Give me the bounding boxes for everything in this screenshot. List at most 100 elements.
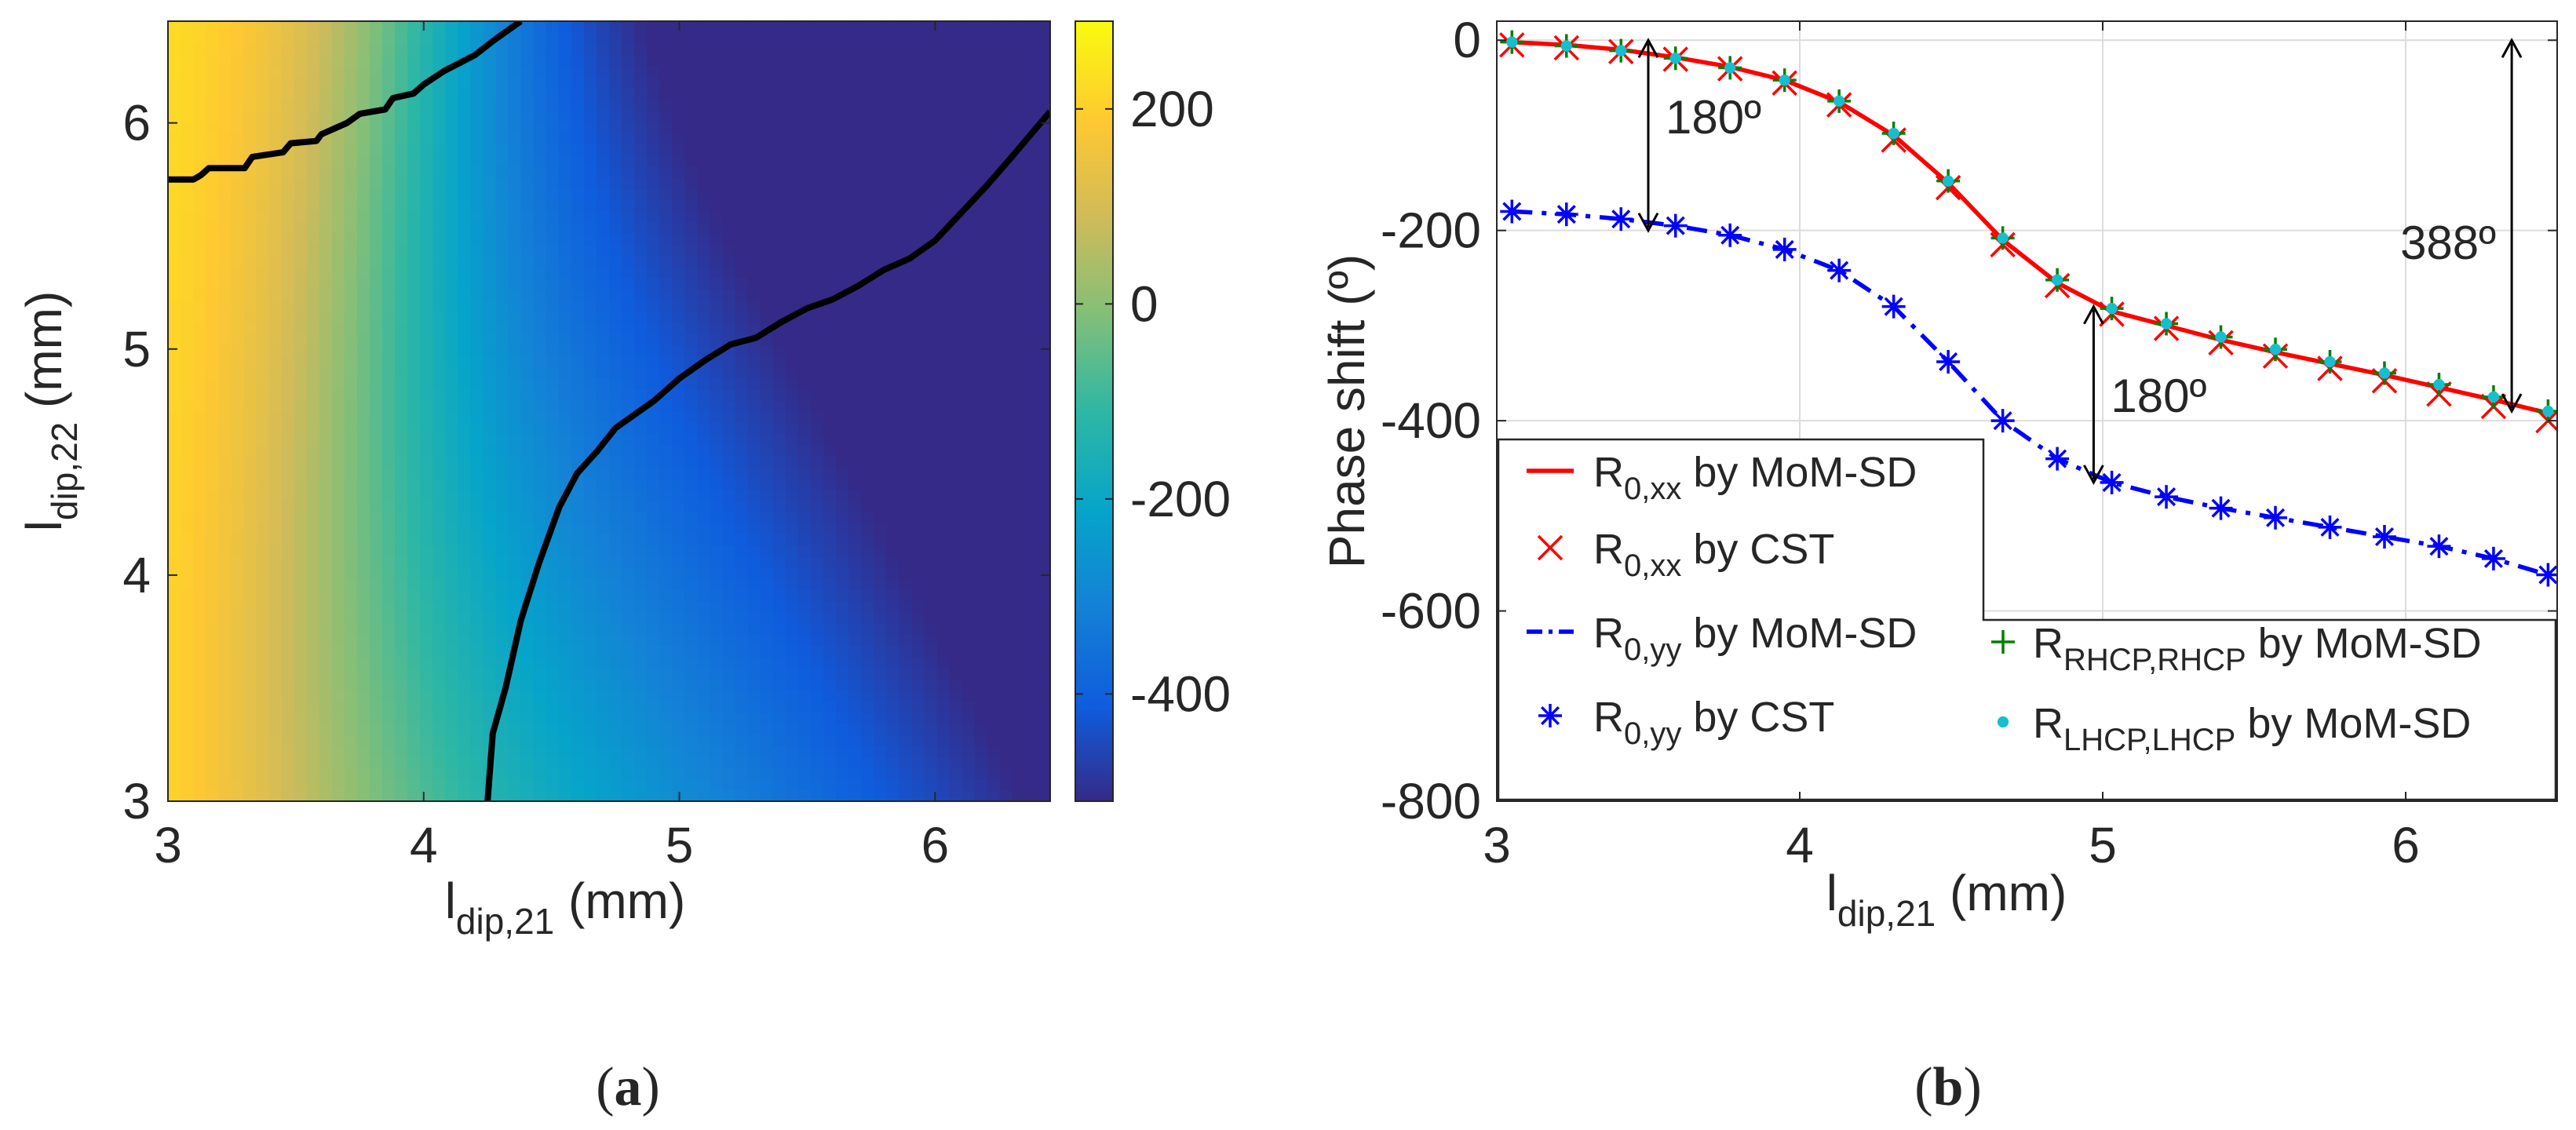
heatmap-cell <box>1012 656 1026 669</box>
heatmap-cell <box>356 322 370 334</box>
heatmap-cell <box>810 667 824 680</box>
heatmap-cell <box>684 756 699 769</box>
heatmap-cell <box>545 377 560 390</box>
heatmap-cell <box>1037 545 1050 557</box>
heatmap-cell <box>458 701 472 713</box>
heatmap-cell <box>936 489 950 501</box>
heatmap-cell <box>181 144 194 156</box>
heatmap-cell <box>848 366 862 379</box>
heatmap-cell <box>470 634 484 646</box>
heatmap-cell <box>647 322 661 334</box>
heatmap-cell <box>861 255 874 268</box>
heatmap-cell <box>218 255 232 268</box>
heatmap-cell <box>1037 622 1050 635</box>
heatmap-cell <box>571 77 585 89</box>
heatmap-cell <box>231 789 245 801</box>
heatmap-cell <box>961 21 976 33</box>
heatmap-cell <box>319 266 333 279</box>
heatmap-cell <box>445 155 459 167</box>
heatmap-cell <box>684 121 699 133</box>
heatmap-cell <box>369 232 383 245</box>
heatmap-cell <box>520 88 535 100</box>
heatmap-cell <box>609 399 622 412</box>
heatmap-cell <box>987 43 1001 56</box>
heatmap-cell <box>545 690 560 702</box>
heatmap-cell <box>710 534 724 546</box>
heatmap-cell <box>206 534 220 546</box>
heatmap-cell <box>356 622 370 635</box>
heatmap-cell <box>1012 523 1026 534</box>
heatmap-cell <box>684 723 699 735</box>
heatmap-cell <box>558 778 572 791</box>
heatmap-cell <box>684 478 699 490</box>
heatmap-cell <box>533 232 547 245</box>
heatmap-cell <box>558 77 572 89</box>
heatmap-cell <box>243 634 257 646</box>
heatmap-cell <box>785 578 799 590</box>
heatmap-cell <box>672 110 686 122</box>
heatmap-cell <box>306 455 320 468</box>
heatmap-cell <box>936 255 950 268</box>
heatmap-cell <box>470 121 484 133</box>
heatmap-cell <box>558 99 572 111</box>
heatmap-cell <box>470 545 484 557</box>
heatmap-cell <box>886 712 900 724</box>
heatmap-cell <box>571 366 585 379</box>
heatmap-cell <box>710 645 724 658</box>
heatmap-cell <box>622 645 635 658</box>
heatmap-cell <box>508 756 522 769</box>
heatmap-cell <box>874 545 888 557</box>
heatmap-cell <box>181 690 194 702</box>
heatmap-cell <box>256 266 270 279</box>
heatmap-cell <box>836 534 849 546</box>
heatmap-cell <box>458 244 472 256</box>
heatmap-cell <box>722 65 736 78</box>
heatmap-cell <box>659 455 673 468</box>
heatmap-cell <box>395 455 408 468</box>
heatmap-cell <box>1024 622 1038 635</box>
heatmap-cell <box>206 567 220 579</box>
heatmap-cell <box>785 133 799 144</box>
heatmap-cell <box>722 767 736 780</box>
heatmap-cell <box>181 388 194 401</box>
heatmap-cell <box>861 556 874 568</box>
heatmap-cell <box>735 155 749 167</box>
heatmap-cell <box>356 734 370 746</box>
heatmap-cell <box>495 556 509 568</box>
heatmap-cell <box>533 288 547 301</box>
heatmap-cell <box>647 422 661 435</box>
heatmap-cell <box>1024 589 1038 602</box>
heatmap-cell <box>874 65 888 78</box>
heatmap-cell <box>520 422 535 435</box>
heatmap-cell <box>797 54 812 67</box>
heatmap-cell <box>319 589 333 602</box>
heatmap-cell <box>432 322 447 334</box>
heatmap-cell <box>848 478 862 490</box>
heatmap-cell <box>659 288 673 301</box>
heatmap-cell <box>684 422 699 435</box>
heatmap-cell <box>545 411 560 423</box>
heatmap-cell <box>331 534 345 546</box>
heatmap-cell <box>331 667 345 680</box>
heatmap-cell <box>306 622 320 635</box>
heatmap-cell <box>924 745 938 757</box>
heatmap-cell <box>1012 300 1026 312</box>
heatmap-cell <box>659 778 673 791</box>
heatmap-cell <box>684 767 699 780</box>
heatmap-cell <box>319 221 333 234</box>
heatmap-cell <box>558 166 572 178</box>
heatmap-cell <box>508 300 522 312</box>
heatmap-cell <box>848 121 862 133</box>
heatmap-cell <box>672 478 686 490</box>
heatmap-cell <box>797 656 812 669</box>
heatmap-cell <box>583 155 597 167</box>
heatmap-cell <box>987 500 1001 512</box>
heatmap-cell <box>356 21 370 33</box>
heatmap-cell <box>369 778 383 791</box>
heatmap-cell <box>281 266 295 279</box>
heatmap-cell <box>1012 723 1026 735</box>
heatmap-cell <box>558 467 572 479</box>
heatmap-cell <box>407 77 421 89</box>
heatmap-cell <box>520 399 535 412</box>
heatmap-cell <box>886 523 900 534</box>
